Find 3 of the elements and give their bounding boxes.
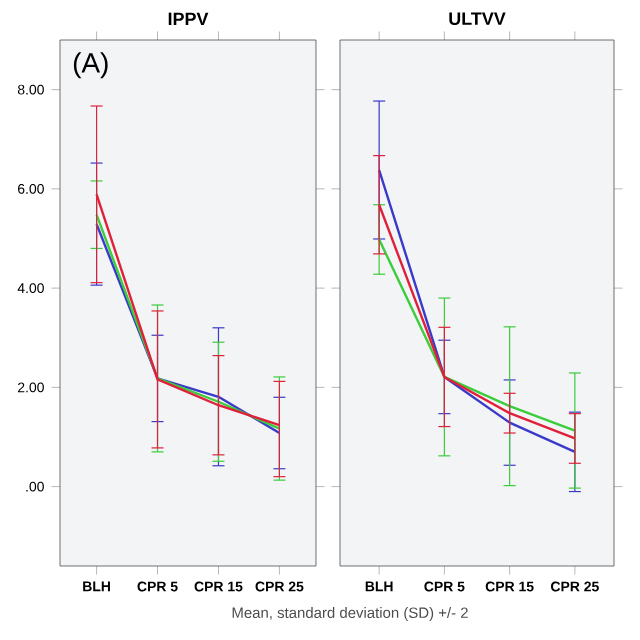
chart-title: IPPV [168,12,209,25]
chart-title: ULTVV [449,12,506,26]
annotation: (A) [73,52,108,79]
